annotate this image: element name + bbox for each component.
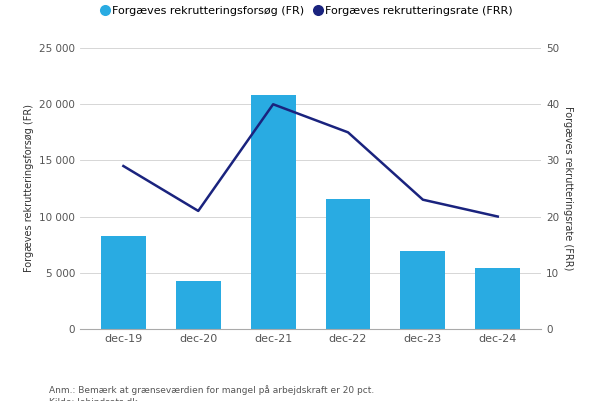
Bar: [176, 281, 221, 329]
Text: Anm.: Bemærk at grænseværdien for mangel på arbejdskraft er 20 pct.: Anm.: Bemærk at grænseværdien for mangel…: [49, 385, 375, 395]
Bar: [101, 236, 146, 329]
Text: Kilde: Jobindsats.dk: Kilde: Jobindsats.dk: [49, 398, 138, 401]
Bar: [325, 198, 370, 329]
Y-axis label: Forgæves rekrutteringsrate (FRR): Forgæves rekrutteringsrate (FRR): [563, 106, 573, 271]
Bar: [475, 268, 520, 329]
Bar: [251, 95, 296, 329]
Legend: Forgæves rekrutteringsforsøg (FR), Forgæves rekrutteringsrate (FRR): Forgæves rekrutteringsforsøg (FR), Forgæ…: [98, 2, 517, 20]
Y-axis label: Forgæves rekrutteringsforsøg (FR): Forgæves rekrutteringsforsøg (FR): [23, 105, 34, 272]
Bar: [400, 251, 445, 329]
